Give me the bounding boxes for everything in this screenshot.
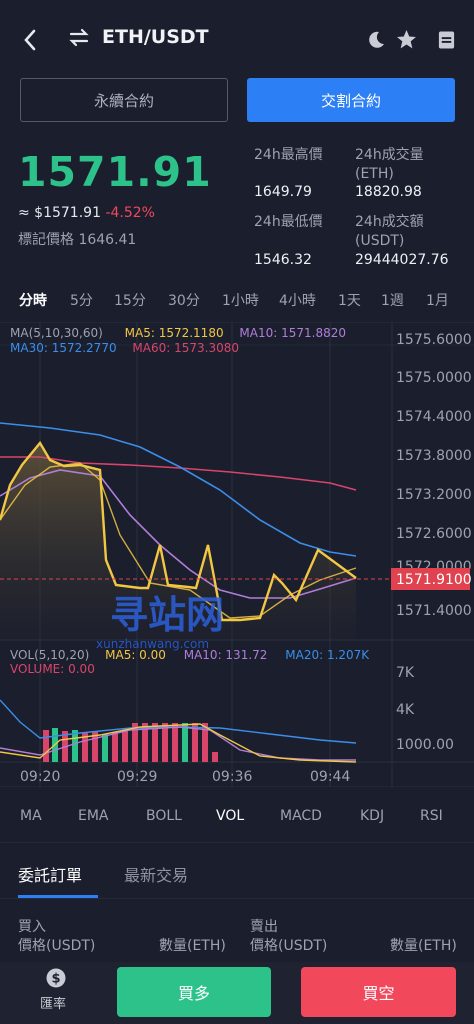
high-label: 24h最高價 (254, 147, 323, 163)
buy-label: 買入 (18, 919, 46, 935)
tab-delivery[interactable]: 交割合約 (247, 78, 455, 122)
vol-tick: 7K (396, 665, 415, 681)
rate-label[interactable]: 匯率 (40, 997, 67, 1012)
active-tab-indicator (18, 895, 98, 898)
x-tick: 09:36 (212, 769, 252, 785)
usd-price: ≈ $1571.91 (18, 205, 101, 221)
vol-ma5-value: MA5: 0.00 (105, 648, 166, 662)
y-tick: 1574.4000 (396, 409, 472, 425)
sell-label: 賣出 (250, 919, 278, 935)
ma5-value: MA5: 1572.1180 (124, 326, 224, 340)
x-tick: 09:44 (310, 769, 350, 785)
buy-long-button[interactable]: 買多 (117, 967, 271, 1017)
vol-ma5-line (0, 723, 357, 763)
amount-label: 24h成交額 (USDT) (355, 214, 424, 249)
y-tick: 1573.2000 (396, 487, 472, 503)
period-item[interactable]: 分時 (19, 293, 47, 309)
buy-price-header: 價格(USDT) (18, 938, 96, 954)
star-icon[interactable] (396, 29, 417, 50)
vol-legend-title: VOL(5,10,20) (10, 648, 90, 662)
low-value: 1546.32 (254, 252, 312, 268)
sell-short-button[interactable]: 買空 (301, 967, 456, 1017)
vol-ma10-line (0, 726, 356, 761)
sell-price-header: 價格(USDT) (250, 938, 328, 954)
price-change: -4.52% (105, 205, 155, 221)
ma60-line (0, 456, 357, 491)
vol-tick: 4K (396, 702, 415, 718)
volume-value: 18820.98 (355, 184, 422, 200)
period-item[interactable]: 1月 (426, 293, 449, 309)
period-item[interactable]: 30分 (168, 293, 200, 309)
volume-value-legend: VOLUME: 0.00 (10, 662, 95, 676)
ma60-value: MA60: 1573.3080 (132, 341, 240, 355)
y-tick: 1572.6000 (396, 526, 472, 542)
price-line (0, 440, 357, 622)
period-item[interactable]: 1週 (381, 293, 404, 309)
y-tick: 1575.6000 (396, 332, 472, 348)
vol-ma10-value: MA10: 131.72 (183, 648, 268, 662)
indicator-tab[interactable]: VOL (216, 808, 245, 824)
amount-value: 29444027.76 (355, 252, 449, 268)
watermark-url: xunzhanwang.com (96, 637, 209, 651)
vol-ma20-line (0, 699, 357, 744)
indicator-tab[interactable]: EMA (78, 808, 109, 824)
svg-text:$: $ (51, 972, 60, 987)
x-tick: 09:29 (117, 769, 157, 785)
vol-legend: VOL(5,10,20) MA5: 0.00 MA10: 131.72 MA20… (10, 648, 390, 676)
ma10-line (0, 469, 357, 599)
indicator-tab[interactable]: RSI (420, 808, 443, 824)
buy-qty-header: 數量(ETH) (159, 938, 226, 954)
vol-ma20-value: MA20: 1.207K (285, 648, 370, 662)
ma30-line (0, 422, 357, 557)
tab-trades[interactable]: 最新交易 (124, 866, 189, 885)
period-item[interactable]: 1小時 (222, 293, 259, 309)
tab-orders[interactable]: 委託訂單 (18, 866, 83, 885)
mark-price: 標記價格 1646.41 (18, 232, 137, 248)
last-price: 1571.91 (18, 148, 212, 196)
indicator-tab[interactable]: MACD (280, 808, 322, 824)
watermark: 寻站网 (110, 593, 224, 637)
moon-icon[interactable] (366, 30, 386, 50)
price-area (0, 443, 356, 640)
indicator-tab[interactable]: KDJ (360, 808, 385, 824)
ma10-value: MA10: 1571.8820 (239, 326, 347, 340)
ma-legend: MA(5,10,30,60) MA5: 1572.1180 MA10: 1571… (10, 326, 390, 356)
divider (0, 898, 474, 899)
low-label: 24h最低價 (254, 214, 323, 230)
y-tick: 1573.8000 (396, 448, 472, 464)
period-item[interactable]: 4小時 (279, 293, 316, 309)
vol-tick: 1000.00 (396, 737, 454, 753)
kline-chart[interactable]: 09:20 09:29 09:36 09:44 1575.6000 1575.0… (0, 322, 474, 787)
divider (0, 842, 474, 843)
page-title: ETH/USDT (102, 26, 209, 48)
tab-perpetual[interactable]: 永續合約 (20, 78, 228, 122)
high-value: 1649.79 (254, 184, 312, 200)
sell-qty-header: 數量(ETH) (390, 938, 457, 954)
price-usd-line: ≈ $1571.91 -4.52% (18, 205, 155, 221)
ma-legend-title: MA(5,10,30,60) (10, 326, 103, 340)
period-item[interactable]: 5分 (70, 293, 93, 309)
period-item[interactable]: 15分 (114, 293, 146, 309)
volume-label: 24h成交量 (ETH) (355, 147, 424, 182)
swap-icon[interactable] (68, 27, 90, 49)
document-icon[interactable] (437, 30, 456, 50)
dollar-icon[interactable]: $ (46, 968, 66, 988)
indicator-tab[interactable]: MA (20, 808, 42, 824)
y-tick: 1575.0000 (396, 370, 472, 386)
back-arrow-icon[interactable] (18, 26, 42, 54)
period-item[interactable]: 1天 (338, 293, 361, 309)
indicator-tab[interactable]: BOLL (146, 808, 182, 824)
last-price-tag-text: 1571.9100 (396, 572, 472, 588)
y-tick: 1571.4000 (396, 603, 472, 619)
ma30-value: MA30: 1572.2770 (10, 341, 117, 355)
x-tick: 09:20 (20, 769, 60, 785)
header (0, 0, 474, 78)
last-price-tag (391, 568, 470, 590)
